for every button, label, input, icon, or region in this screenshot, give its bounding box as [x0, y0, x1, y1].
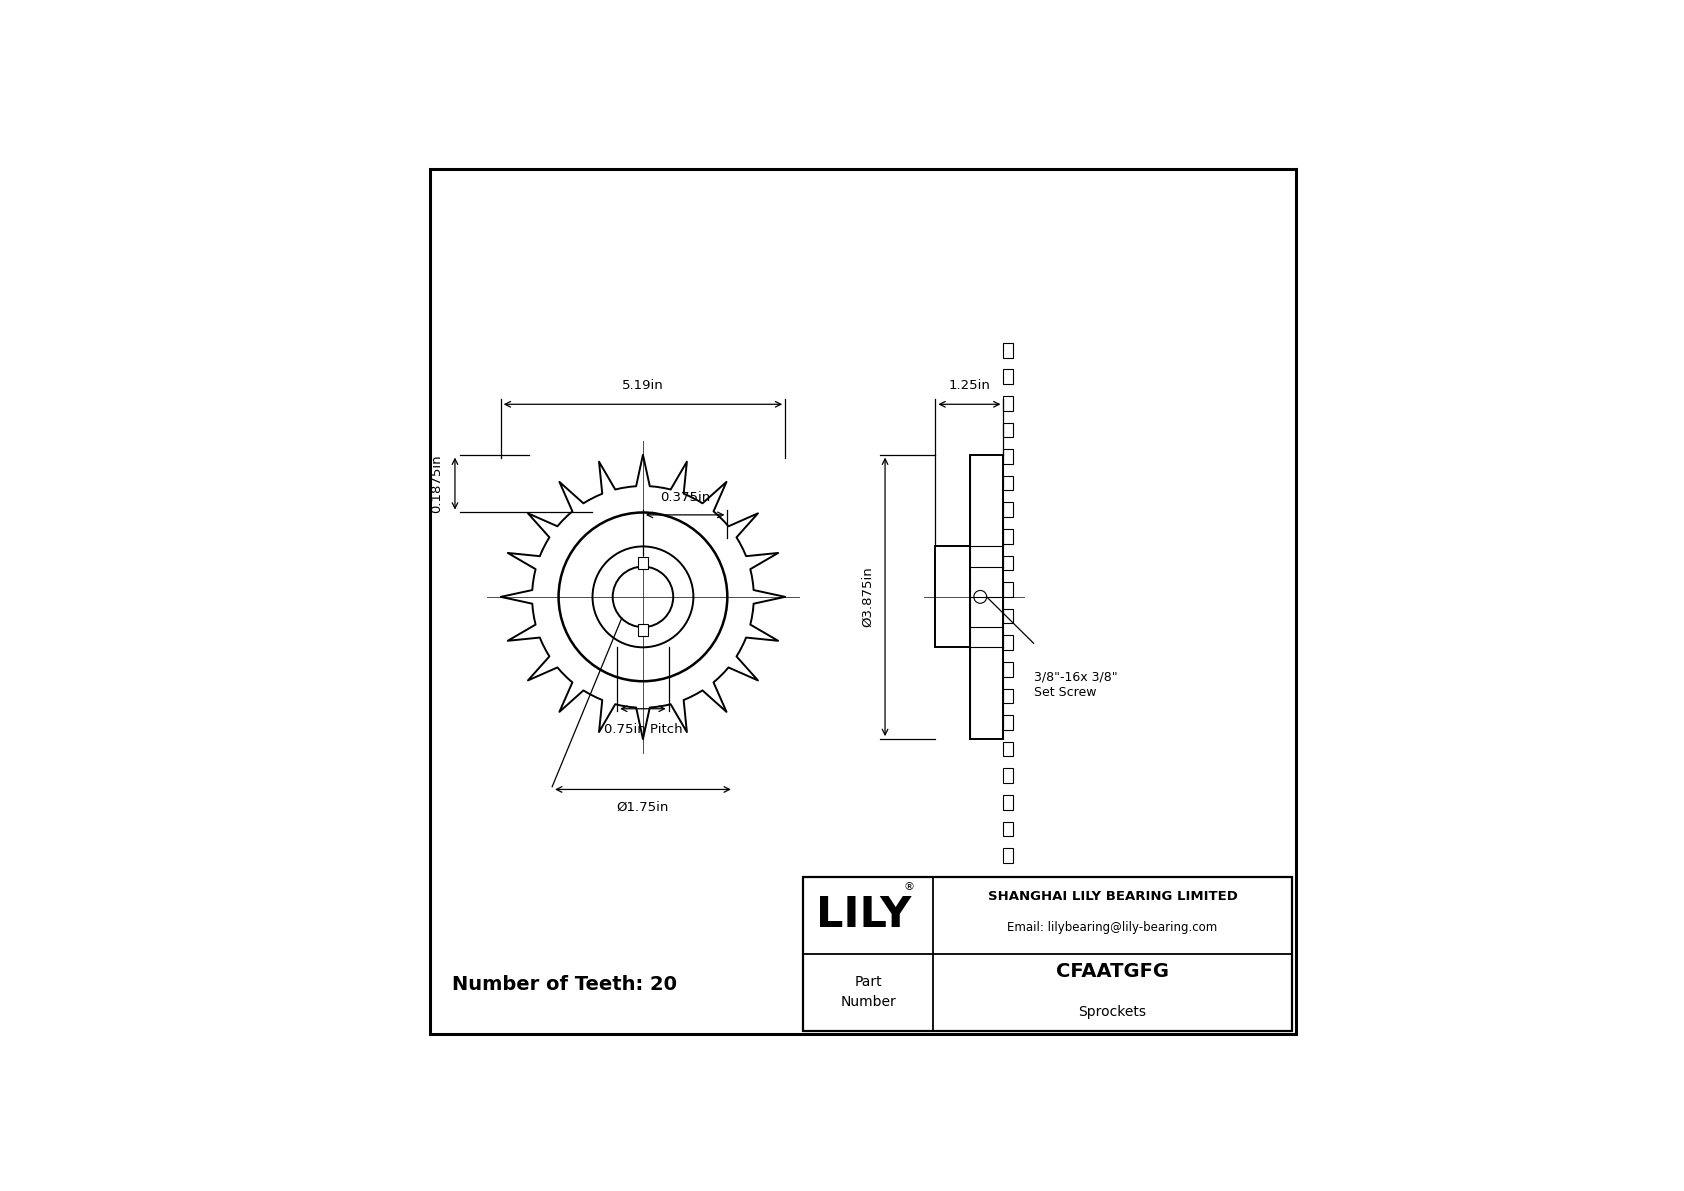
Bar — [638, 557, 648, 569]
Text: Ø1.75in: Ø1.75in — [616, 800, 669, 813]
Bar — [1004, 635, 1014, 650]
Text: Sprockets: Sprockets — [1079, 1005, 1147, 1019]
Bar — [1004, 423, 1014, 437]
Bar — [1004, 582, 1014, 597]
Bar — [1004, 848, 1014, 862]
Bar — [638, 624, 648, 636]
Text: 5.19in: 5.19in — [621, 380, 663, 392]
Bar — [1004, 449, 1014, 464]
Text: 1.25in: 1.25in — [948, 380, 990, 392]
Bar — [1004, 794, 1014, 810]
Bar — [970, 455, 1004, 738]
Bar — [1004, 822, 1014, 836]
Text: CFAATGFG: CFAATGFG — [1056, 962, 1169, 981]
Text: 3/8"-16x 3/8"
Set Screw: 3/8"-16x 3/8" Set Screw — [1034, 671, 1116, 699]
Text: 0.375in: 0.375in — [660, 491, 711, 504]
Bar — [1004, 343, 1014, 357]
Bar — [803, 877, 1292, 1030]
Text: Ø3.875in: Ø3.875in — [861, 567, 874, 628]
Text: 0.75in Pitch: 0.75in Pitch — [603, 723, 682, 736]
Bar — [1004, 742, 1014, 756]
Bar — [1004, 369, 1014, 385]
Text: Email: lilybearing@lily-bearing.com: Email: lilybearing@lily-bearing.com — [1007, 922, 1218, 935]
Bar — [1004, 476, 1014, 491]
Bar — [936, 547, 970, 648]
Text: Number of Teeth: 20: Number of Teeth: 20 — [453, 975, 677, 994]
Text: ®: ® — [903, 883, 914, 892]
Bar — [1004, 688, 1014, 703]
Bar — [1004, 529, 1014, 543]
Bar — [1004, 715, 1014, 730]
Bar — [1004, 397, 1014, 411]
Bar — [1004, 662, 1014, 676]
Text: LILY: LILY — [817, 894, 911, 936]
Text: 0.1875in: 0.1875in — [429, 454, 443, 513]
Bar — [1004, 609, 1014, 623]
Bar — [1004, 503, 1014, 517]
Text: Part
Number: Part Number — [840, 974, 896, 1010]
Bar — [1004, 768, 1014, 782]
Bar — [1004, 555, 1014, 570]
Text: SHANGHAI LILY BEARING LIMITED: SHANGHAI LILY BEARING LIMITED — [989, 890, 1238, 903]
